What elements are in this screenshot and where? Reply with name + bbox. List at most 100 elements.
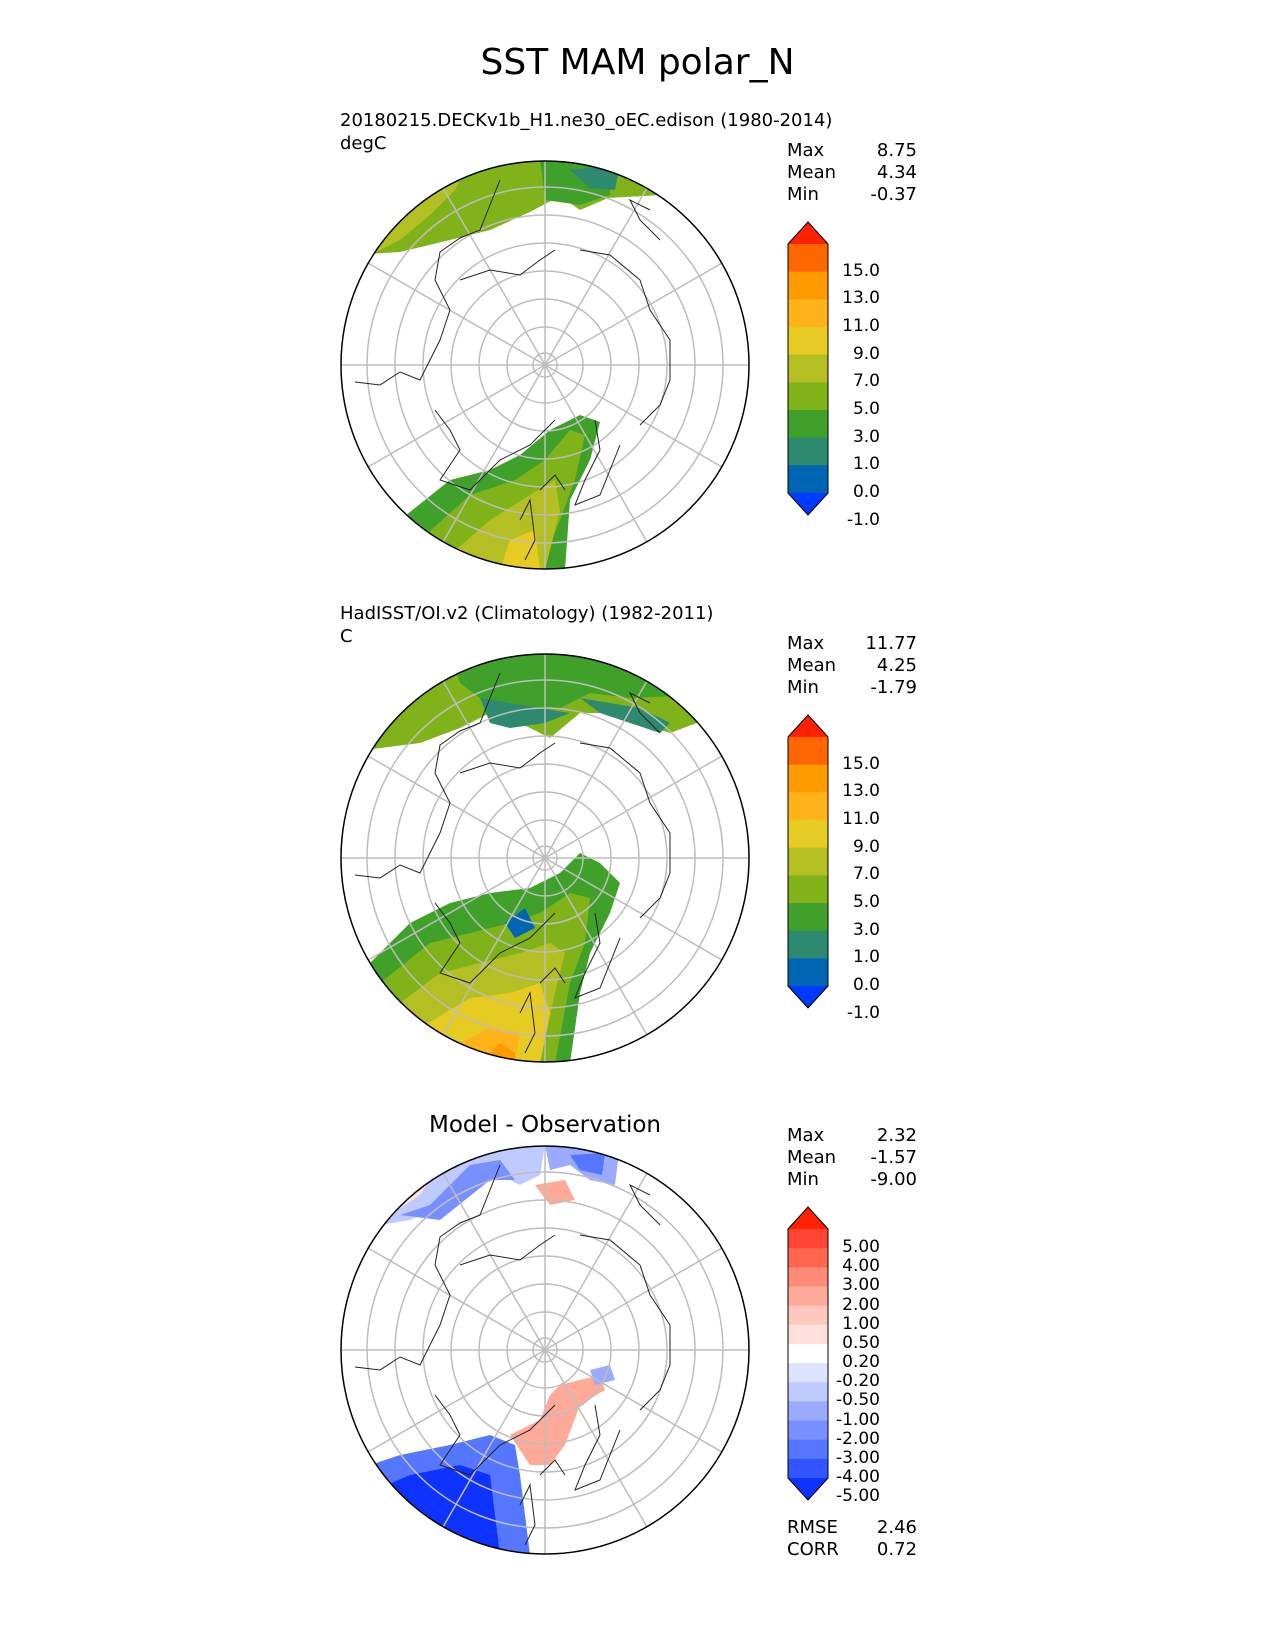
panel1-title: 20180215.DECKv1b_H1.ne30_oEC.edison (198… xyxy=(340,110,833,131)
map-boundary xyxy=(340,653,750,1063)
stat-value: 4.25 xyxy=(876,655,917,676)
colorbar-tick-label: 1.0 xyxy=(852,454,880,475)
colorbar-tick-label: 0.50 xyxy=(842,1332,880,1353)
colorbar-tick-label: 5.0 xyxy=(852,892,880,912)
panel3-metrics: RMSE 2.46 CORR 0.72 xyxy=(787,1517,917,1561)
colorbar-segment xyxy=(788,764,828,793)
colorbar-outline xyxy=(787,1206,829,1501)
colorbar-extend-min xyxy=(788,986,828,1008)
stat-value: -0.37 xyxy=(870,184,917,205)
map-boundary xyxy=(340,1145,750,1555)
colorbar-tick-label: -1.00 xyxy=(836,1409,880,1430)
panel2-stats: Max 11.77 Mean 4.25 Min -1.79 xyxy=(787,633,917,699)
coastlines xyxy=(354,179,671,561)
colorbar-segment xyxy=(788,271,828,300)
colorbar-segment xyxy=(788,820,828,849)
colorbar-tick-label: -1.0 xyxy=(846,1002,880,1023)
stat-label: Mean xyxy=(787,1147,837,1168)
colorbar-tick-label: 3.00 xyxy=(842,1275,880,1296)
colorbar-tick-label: 11.0 xyxy=(842,316,880,336)
panel3-polar-map xyxy=(340,1145,750,1555)
stat-value: 4.34 xyxy=(876,162,917,183)
stat-value: -1.57 xyxy=(870,1147,917,1168)
panel2-colorbar xyxy=(787,714,829,1009)
colorbar-segment xyxy=(788,1286,828,1307)
colorbar-tick-label: 11.0 xyxy=(842,809,880,829)
colorbar-tick-label: 7.0 xyxy=(852,371,880,392)
colorbar-segment xyxy=(788,382,828,411)
colorbar-tick-label: -2.00 xyxy=(836,1428,880,1449)
stat-value: -1.79 xyxy=(870,677,917,698)
stat-label: Max xyxy=(787,1125,825,1146)
colorbar-segment xyxy=(788,465,828,494)
stat-label: Mean xyxy=(787,655,837,676)
metric-label: RMSE xyxy=(787,1517,838,1538)
colorbar-tick-label: 0.20 xyxy=(842,1352,880,1373)
colorbar-segment xyxy=(788,299,828,328)
panel1-units: degC xyxy=(340,133,387,154)
figure-title: SST MAM polar_N xyxy=(480,42,795,83)
colorbar-extend-min xyxy=(788,493,828,515)
colorbar-outline xyxy=(787,221,829,516)
panel3-stats: Max 2.32 Mean -1.57 Min -9.00 xyxy=(787,1125,917,1191)
colorbar-tick-label: 13.0 xyxy=(842,781,880,802)
metric-value: 0.72 xyxy=(876,1539,917,1560)
stat-label: Min xyxy=(787,677,819,698)
colorbar-segment xyxy=(788,410,828,439)
colorbar-segment xyxy=(788,792,828,821)
colorbar-tick-label: 1.0 xyxy=(852,947,880,968)
colorbar-tick-label: 7.0 xyxy=(852,864,880,885)
panel3-title: Model - Observation xyxy=(428,1112,662,1138)
stat-label: Max xyxy=(787,633,825,654)
stat-value: -9.00 xyxy=(870,1169,917,1190)
colorbar-segment xyxy=(788,327,828,356)
colorbar-segment xyxy=(788,1324,828,1345)
graticule xyxy=(341,161,749,569)
colorbar-outline xyxy=(787,714,829,1009)
colorbar-segment xyxy=(788,930,828,959)
colorbar-tick-label: 0.0 xyxy=(852,482,880,502)
stat-label: Mean xyxy=(787,162,837,183)
colorbar-tick-label: 9.0 xyxy=(852,343,880,364)
colorbar-tick-label: 2.00 xyxy=(842,1294,880,1315)
colorbar-segment xyxy=(788,1420,828,1441)
colorbar-tick-label: 0.0 xyxy=(852,975,880,995)
colorbar-tick-label: 5.0 xyxy=(852,399,880,419)
stat-label: Min xyxy=(787,184,819,205)
colorbar-extend-min xyxy=(788,1478,828,1500)
metric-value: 2.46 xyxy=(876,1517,917,1538)
colorbar-segment xyxy=(788,1229,828,1249)
panel2-polar-map xyxy=(340,653,750,1063)
colorbar-tick-label: -0.50 xyxy=(836,1390,880,1411)
colorbar-segment xyxy=(788,847,828,876)
stat-value: 2.32 xyxy=(876,1125,917,1146)
colorbar-tick-label: 9.0 xyxy=(852,836,880,857)
colorbar-segment xyxy=(788,244,828,273)
colorbar-segment xyxy=(788,1343,828,1364)
colorbar-tick-label: 13.0 xyxy=(842,288,880,309)
colorbar-segment xyxy=(788,354,828,383)
colorbar-tick-label: 15.0 xyxy=(842,753,880,774)
colorbar-tick-label: -5.00 xyxy=(836,1486,880,1507)
colorbar-segment xyxy=(788,1401,828,1422)
colorbar-tick-label: 1.00 xyxy=(842,1313,880,1334)
panel2-units: C xyxy=(340,626,353,647)
colorbar-segment xyxy=(788,903,828,932)
panel3-colorbar xyxy=(787,1206,829,1501)
colorbar-segment xyxy=(788,1305,828,1326)
colorbar-tick-label: -1.0 xyxy=(846,509,880,530)
colorbar-extend-max xyxy=(788,715,828,737)
colorbar-segment xyxy=(788,437,828,466)
colorbar-tick-label: -4.00 xyxy=(836,1467,880,1487)
panel1-polar-map xyxy=(340,160,750,570)
panel2-title: HadISST/OI.v2 (Climatology) (1982-2011) xyxy=(340,603,714,624)
colorbar-segment xyxy=(788,1439,828,1460)
colorbar-tick-label: -3.00 xyxy=(836,1447,880,1468)
coastlines xyxy=(354,1164,671,1546)
stat-label: Min xyxy=(787,1169,819,1190)
colorbar-segment xyxy=(788,958,828,987)
colorbar-segment xyxy=(788,1458,828,1479)
metric-label: CORR xyxy=(787,1539,839,1560)
colorbar-tick-label: 5.00 xyxy=(842,1237,880,1258)
coastlines xyxy=(354,672,671,1054)
